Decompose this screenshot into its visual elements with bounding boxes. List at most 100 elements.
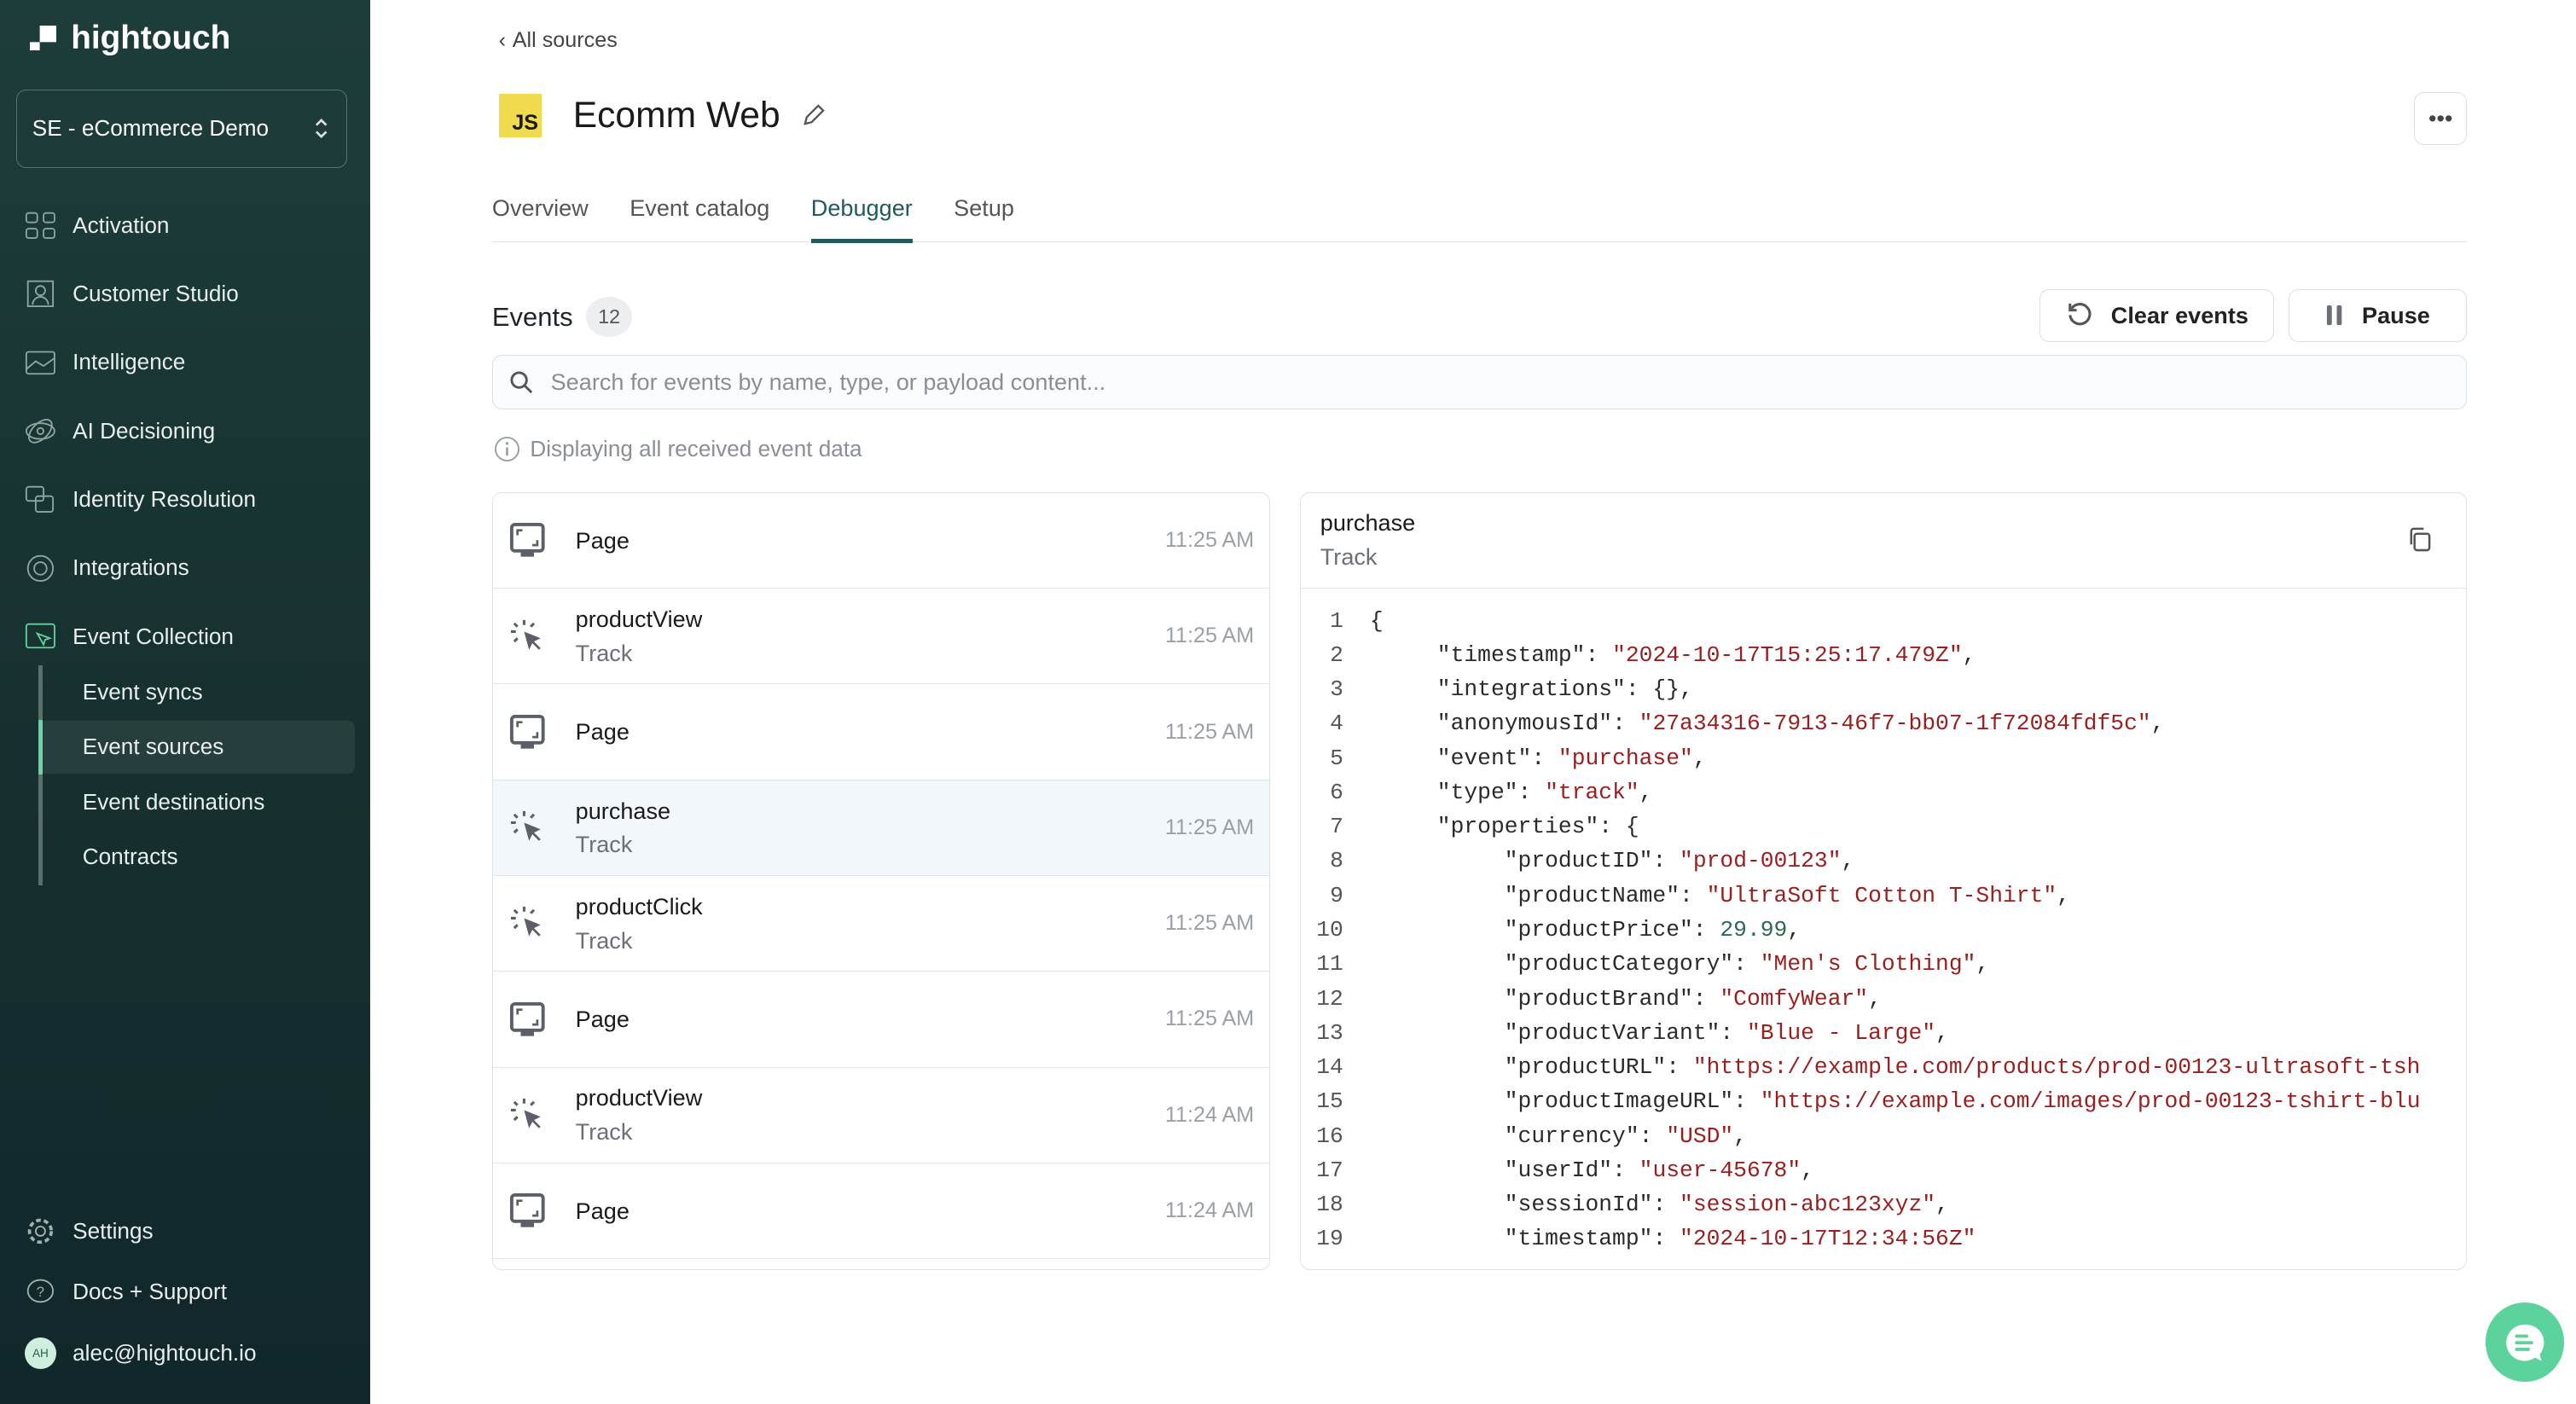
event-search[interactable] [491, 355, 2468, 410]
avatar: AH [25, 1337, 56, 1369]
clear-events-button[interactable]: Clear events [2039, 288, 2274, 342]
event-text: Page [576, 718, 1165, 746]
event-row[interactable]: Page 11:25 AM [492, 493, 1269, 589]
code-token: , [1639, 779, 1653, 805]
more-options-button[interactable]: ••• [2414, 92, 2468, 146]
info-message: Displaying all received event data [494, 436, 862, 462]
line-number: 3 [1330, 676, 1343, 703]
sidebar-subitem-event-syncs[interactable]: Event syncs [39, 665, 355, 718]
code-line: 16 "currency": "USD", [1301, 1119, 2467, 1153]
back-link[interactable]: ‹ All sources [499, 28, 618, 53]
event-row[interactable]: productView Track 11:24 AM [492, 1068, 1269, 1163]
tab-event-catalog[interactable]: Event catalog [629, 194, 770, 222]
tab-setup[interactable]: Setup [954, 194, 1014, 222]
sidebar-item-integrations[interactable]: Integrations [25, 553, 189, 584]
pause-button[interactable]: Pause [2289, 288, 2468, 342]
line-number: 6 [1330, 779, 1343, 805]
code-token: : [1652, 1192, 1680, 1218]
code-token: "properties" [1436, 814, 1599, 840]
code-line: 3 "integrations": {}, [1301, 672, 2467, 706]
code-token: , [1976, 951, 1990, 978]
event-row[interactable] [493, 1259, 1269, 1269]
chat-support-button[interactable] [2485, 1302, 2565, 1383]
settings-label: Settings [73, 1217, 154, 1244]
code-token: , [2150, 711, 2165, 737]
event-text: Page [576, 1006, 1165, 1033]
sidebar-item-ai-decisioning[interactable]: AI Decisioning [25, 415, 215, 447]
event-row[interactable]: Page 11:25 AM [492, 684, 1269, 780]
sidebar-item-identity-resolution[interactable]: Identity Resolution [25, 484, 256, 515]
sidebar-subitem-contracts[interactable]: Contracts [39, 831, 355, 884]
code-line: 10 "productPrice": 29.99, [1301, 913, 2467, 947]
sidebar-item-customer-studio[interactable]: Customer Studio [25, 278, 239, 310]
event-row[interactable]: productView Track 11:25 AM [492, 589, 1269, 685]
tab-debugger[interactable]: Debugger [810, 185, 913, 243]
sidebar-subitem-event-sources[interactable]: Event sources [39, 720, 356, 774]
sidebar-subitem-label: Event syncs [82, 678, 203, 705]
event-row[interactable]: Page 11:25 AM [492, 972, 1269, 1068]
code-token: : [1585, 641, 1613, 668]
line-number: 18 [1316, 1192, 1343, 1218]
sidebar-item-activation[interactable]: Activation [25, 210, 169, 241]
code-line: 5 "event": "purchase", [1301, 741, 2467, 775]
code-token: "productBrand" [1504, 985, 1693, 1012]
code-token: "type" [1436, 779, 1518, 805]
sidebar-item-label: Identity Resolution [73, 486, 257, 513]
code-token: "productName" [1504, 882, 1680, 908]
ai-decisioning-icon [25, 418, 55, 444]
event-type: Track [575, 639, 633, 666]
sidebar-item-label: AI Decisioning [73, 417, 216, 444]
event-row[interactable]: Page 11:24 AM [492, 1163, 1269, 1260]
search-input[interactable] [547, 367, 2370, 398]
hightouch-logo[interactable]: hightouch [29, 20, 230, 57]
event-list[interactable]: Page 11:25 AM productView Track 11:25 AM Page… [491, 491, 1270, 1270]
integrations-icon [26, 554, 55, 582]
sidebar-item-event-collection[interactable]: Event Collection [25, 621, 234, 653]
sidebar-item-docs-support[interactable]: ? Docs + Support [25, 1276, 227, 1308]
workspace-selector[interactable]: SE - eCommerce Demo [16, 89, 347, 169]
code-line: 1{ [1301, 604, 2467, 638]
detail-event-type: Track [1320, 542, 1378, 570]
sidebar-subitem-event-destinations[interactable]: Event destinations [39, 775, 355, 828]
code-token: : {}, [1625, 676, 1693, 703]
code-indent [1370, 844, 1505, 878]
code-token: , [1733, 1123, 1747, 1149]
payload-code-view[interactable]: 1{2 "timestamp": "2024-10-17T15:25:17.47… [1301, 589, 2467, 1256]
sidebar-item-label: Event Collection [73, 623, 234, 649]
search-icon [510, 371, 533, 393]
line-number: 1 [1330, 607, 1343, 634]
code-token: : [1612, 1157, 1639, 1183]
subnav-active-indicator [38, 720, 44, 775]
code-indent [1370, 947, 1505, 981]
code-line: 14 "productURL": "https://example.com/pr… [1301, 1050, 2467, 1084]
code-token: "session-abc123xyz" [1680, 1192, 1936, 1218]
event-row[interactable]: purchase Track 11:25 AM [492, 780, 1269, 877]
event-row[interactable]: productClick Track 11:25 AM [492, 876, 1269, 972]
copy-icon[interactable] [2407, 526, 2434, 553]
chat-bubble-icon [2506, 1324, 2544, 1361]
event-text: productClick Track [576, 893, 1165, 954]
code-token: : [1652, 1226, 1680, 1252]
sidebar-item-intelligence[interactable]: Intelligence [25, 347, 185, 379]
tab-overview[interactable]: Overview [491, 194, 589, 222]
user-menu[interactable]: AH alec@hightouch.io [25, 1337, 257, 1369]
code-token: , [1692, 745, 1707, 771]
code-token: "2024-10-17T15:25:17.479Z" [1612, 641, 1963, 668]
info-icon [494, 437, 519, 462]
code-line: 6 "type": "track", [1301, 775, 2467, 809]
pencil-icon[interactable] [800, 102, 827, 129]
code-indent [1370, 1153, 1505, 1187]
cursor-click-icon [511, 1098, 542, 1128]
event-name: productView [575, 1084, 703, 1111]
code-token: 29.99 [1720, 916, 1788, 943]
sidebar-item-settings[interactable]: Settings [25, 1215, 154, 1247]
code-token: : { [1598, 814, 1639, 840]
code-token: : [1680, 882, 1707, 908]
code-token: "ComfyWear" [1720, 985, 1869, 1012]
code-token: "currency" [1504, 1123, 1639, 1149]
activation-icon [25, 212, 55, 239]
event-time: 11:25 AM [1164, 528, 1255, 553]
event-time: 11:25 AM [1164, 815, 1255, 839]
code-line: 19 "timestamp": "2024-10-17T12:34:56Z" [1301, 1221, 2467, 1256]
event-time: 11:24 AM [1164, 1198, 1255, 1222]
